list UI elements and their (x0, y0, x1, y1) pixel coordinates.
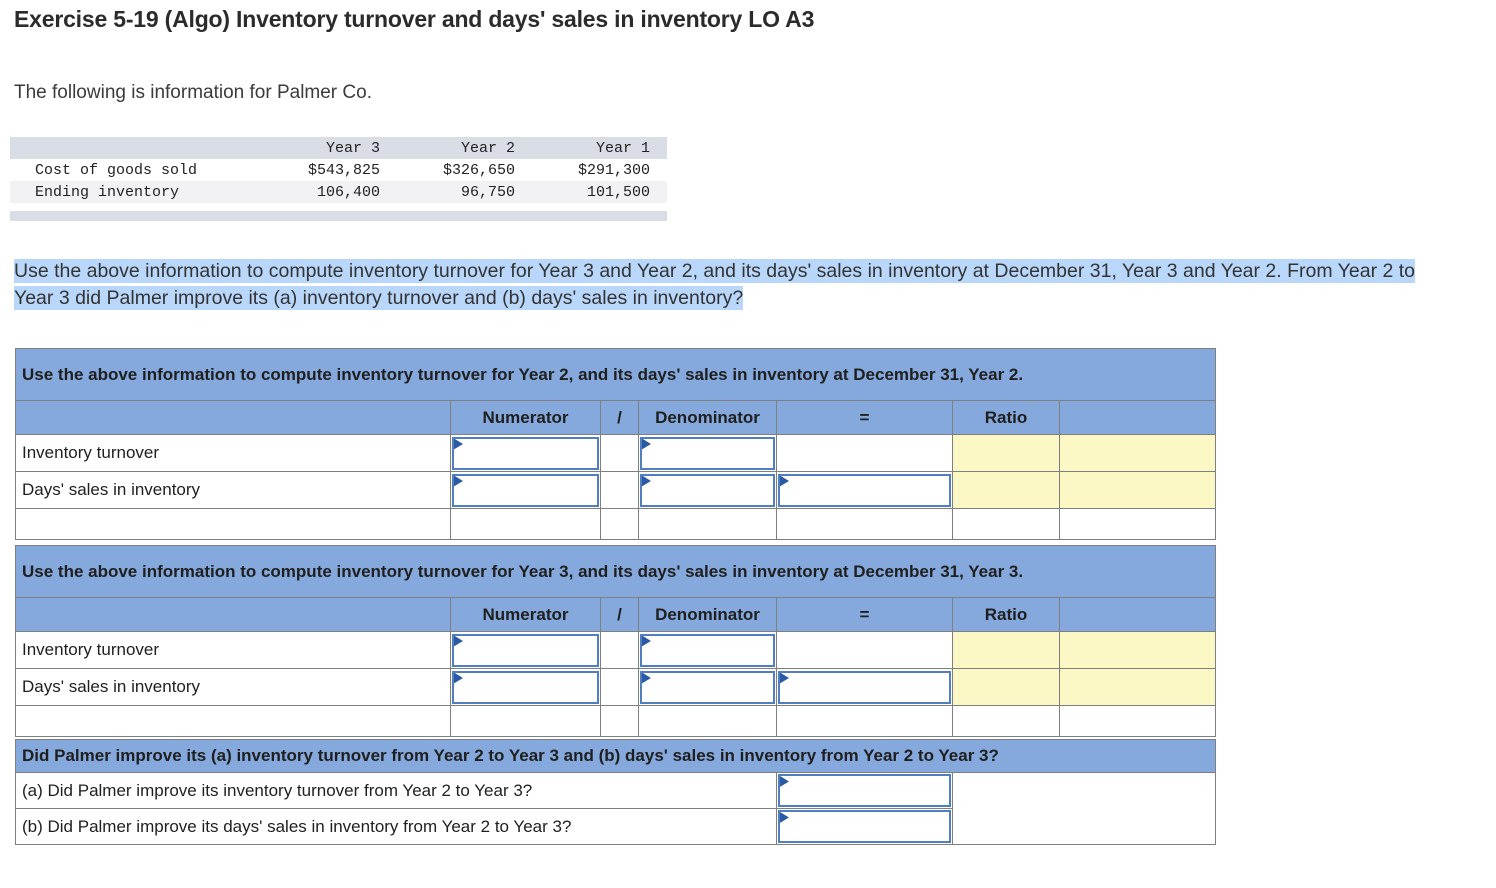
ws-year2-days-sales-result-input[interactable] (780, 475, 949, 505)
ending-inventory-year1-value: 101,500 (515, 181, 650, 203)
ws-year3-days-sales-denominator-input[interactable] (642, 672, 773, 702)
ws-year2-days-sales-denominator-box (640, 473, 775, 507)
table-row: Days' sales in inventory (15, 668, 1217, 706)
equals-column-header: = (776, 597, 953, 632)
table-row: Days' sales in inventory (15, 471, 1217, 509)
blank-header-cell (15, 400, 451, 435)
ws-year3-inventory-turnover-unit-cell (1058, 631, 1217, 669)
ws-year2-inventory-turnover-numerator-input[interactable] (454, 438, 597, 468)
table-row (15, 508, 1217, 540)
ws-year2-inventory-turnover-label: Inventory turnover (15, 434, 451, 472)
ws-year3-days-sales-label: Days' sales in inventory (15, 668, 451, 706)
question-a-label: (a) Did Palmer improve its inventory tur… (15, 772, 777, 809)
ws-year2-inventory-turnover-numerator-box (452, 436, 599, 470)
highlighted-instructions-text: Use the above information to compute inv… (14, 259, 1416, 310)
ws-year3-days-sales-numerator-input[interactable] (454, 672, 597, 702)
table-row: Inventory turnover (15, 434, 1217, 472)
improvement-questions-table: Did Palmer improve its (a) inventory tur… (14, 739, 1217, 845)
cogs-year2-value: $326,650 (442, 161, 515, 179)
table-bottom-band (10, 211, 667, 221)
question-a-answer-box (778, 774, 951, 807)
table-row: Ending inventory 106,400 96,750 101,500 (10, 181, 667, 203)
question-a-answer-input[interactable] (780, 776, 949, 805)
ws-year3-inventory-turnover-denominator-input[interactable] (642, 635, 773, 665)
ws-year2-days-sales-numerator-box (452, 473, 599, 507)
given-data-col-year3: Year 3 (258, 137, 380, 159)
blank-header-cell (15, 597, 451, 632)
given-data-corner-cell (10, 137, 258, 159)
table-row: (a) Did Palmer improve its inventory tur… (15, 772, 1217, 845)
given-data-col-year2: Year 2 (380, 137, 515, 159)
ending-inventory-year2-value: 96,750 (380, 181, 515, 203)
blank-header-cell (1058, 597, 1217, 632)
improvement-questions-header: Did Palmer improve its (a) inventory tur… (14, 739, 1217, 773)
instructions-paragraph: Use the above information to compute inv… (14, 258, 1438, 312)
ratio-column-header: Ratio (952, 597, 1060, 632)
numerator-column-header: Numerator (450, 597, 601, 632)
ws-year2-days-sales-unit-cell (1058, 471, 1217, 509)
ws-year2-inventory-turnover-unit-cell (1058, 434, 1217, 472)
ws-year3-days-sales-numerator-box (452, 670, 599, 704)
ws-year2-days-sales-denominator-input[interactable] (642, 475, 773, 505)
slash-column-header: / (600, 597, 639, 632)
denominator-column-header: Denominator (638, 597, 777, 632)
worksheet-year2-header: Use the above information to compute inv… (14, 348, 1217, 401)
given-data-col-year1: Year 1 (515, 137, 650, 159)
numerator-column-header: Numerator (450, 400, 601, 435)
worksheet-year2-table: Use the above information to compute inv… (14, 348, 1217, 540)
table-row: Inventory turnover (15, 631, 1217, 669)
ws-year3-inventory-turnover-denominator-box (640, 633, 775, 667)
ws-year2-inventory-turnover-ratio-cell (952, 434, 1060, 472)
ws-year2-days-sales-label: Days' sales in inventory (15, 471, 451, 509)
blank-header-cell (1058, 400, 1217, 435)
ws-year3-inventory-turnover-label: Inventory turnover (15, 631, 451, 669)
ws-year2-days-sales-result-box (778, 473, 951, 507)
given-data-table: Year 3 Year 2 Year 1 Cost of goods sold … (10, 137, 667, 221)
worksheet-year3-table: Use the above information to compute inv… (14, 545, 1217, 737)
table-row (15, 705, 1217, 737)
ws-year2-inventory-turnover-denominator-input[interactable] (642, 438, 773, 468)
ws-year3-days-sales-result-input[interactable] (780, 672, 949, 702)
denominator-column-header: Denominator (638, 400, 777, 435)
cogs-year1-value: $291,300 (577, 161, 650, 179)
ws-year2-days-sales-numerator-input[interactable] (454, 475, 597, 505)
ws-year3-inventory-turnover-ratio-cell (952, 631, 1060, 669)
ws-year3-inventory-turnover-numerator-box (452, 633, 599, 667)
worksheet-year3-header: Use the above information to compute inv… (14, 545, 1217, 598)
row-label-cogs: Cost of goods sold (35, 161, 198, 179)
ratio-column-header: Ratio (952, 400, 1060, 435)
equals-column-header: = (776, 400, 953, 435)
exercise-page: Exercise 5-19 (Algo) Inventory turnover … (10, 6, 1438, 845)
table-row: Cost of goods sold $543,825 $326,650 $29… (10, 159, 667, 181)
questions-blank-cell (951, 772, 1217, 845)
ws-year3-days-sales-denominator-box (640, 670, 775, 704)
ws-year3-days-sales-result-box (778, 670, 951, 704)
ws-year2-days-sales-ratio-cell (952, 471, 1060, 509)
question-b-answer-box (778, 810, 951, 843)
row-label-ending-inventory: Ending inventory (10, 181, 258, 203)
slash-column-header: / (600, 400, 639, 435)
page-title: Exercise 5-19 (Algo) Inventory turnover … (14, 6, 815, 32)
ws-year3-inventory-turnover-numerator-input[interactable] (454, 635, 597, 665)
ws-year2-inventory-turnover-denominator-box (640, 436, 775, 470)
table-row: (b) Did Palmer improve its days' sales i… (15, 808, 1216, 845)
question-b-label: (b) Did Palmer improve its days' sales i… (15, 808, 777, 845)
intro-text: The following is information for Palmer … (14, 82, 372, 103)
cogs-year3-value: $543,825 (307, 161, 380, 179)
ws-year3-days-sales-unit-cell (1058, 668, 1217, 706)
ws-year3-days-sales-ratio-cell (952, 668, 1060, 706)
ending-inventory-year3-value: 106,400 (258, 181, 380, 203)
given-data-header-row: Year 3 Year 2 Year 1 (10, 137, 667, 159)
question-b-answer-input[interactable] (780, 812, 949, 841)
